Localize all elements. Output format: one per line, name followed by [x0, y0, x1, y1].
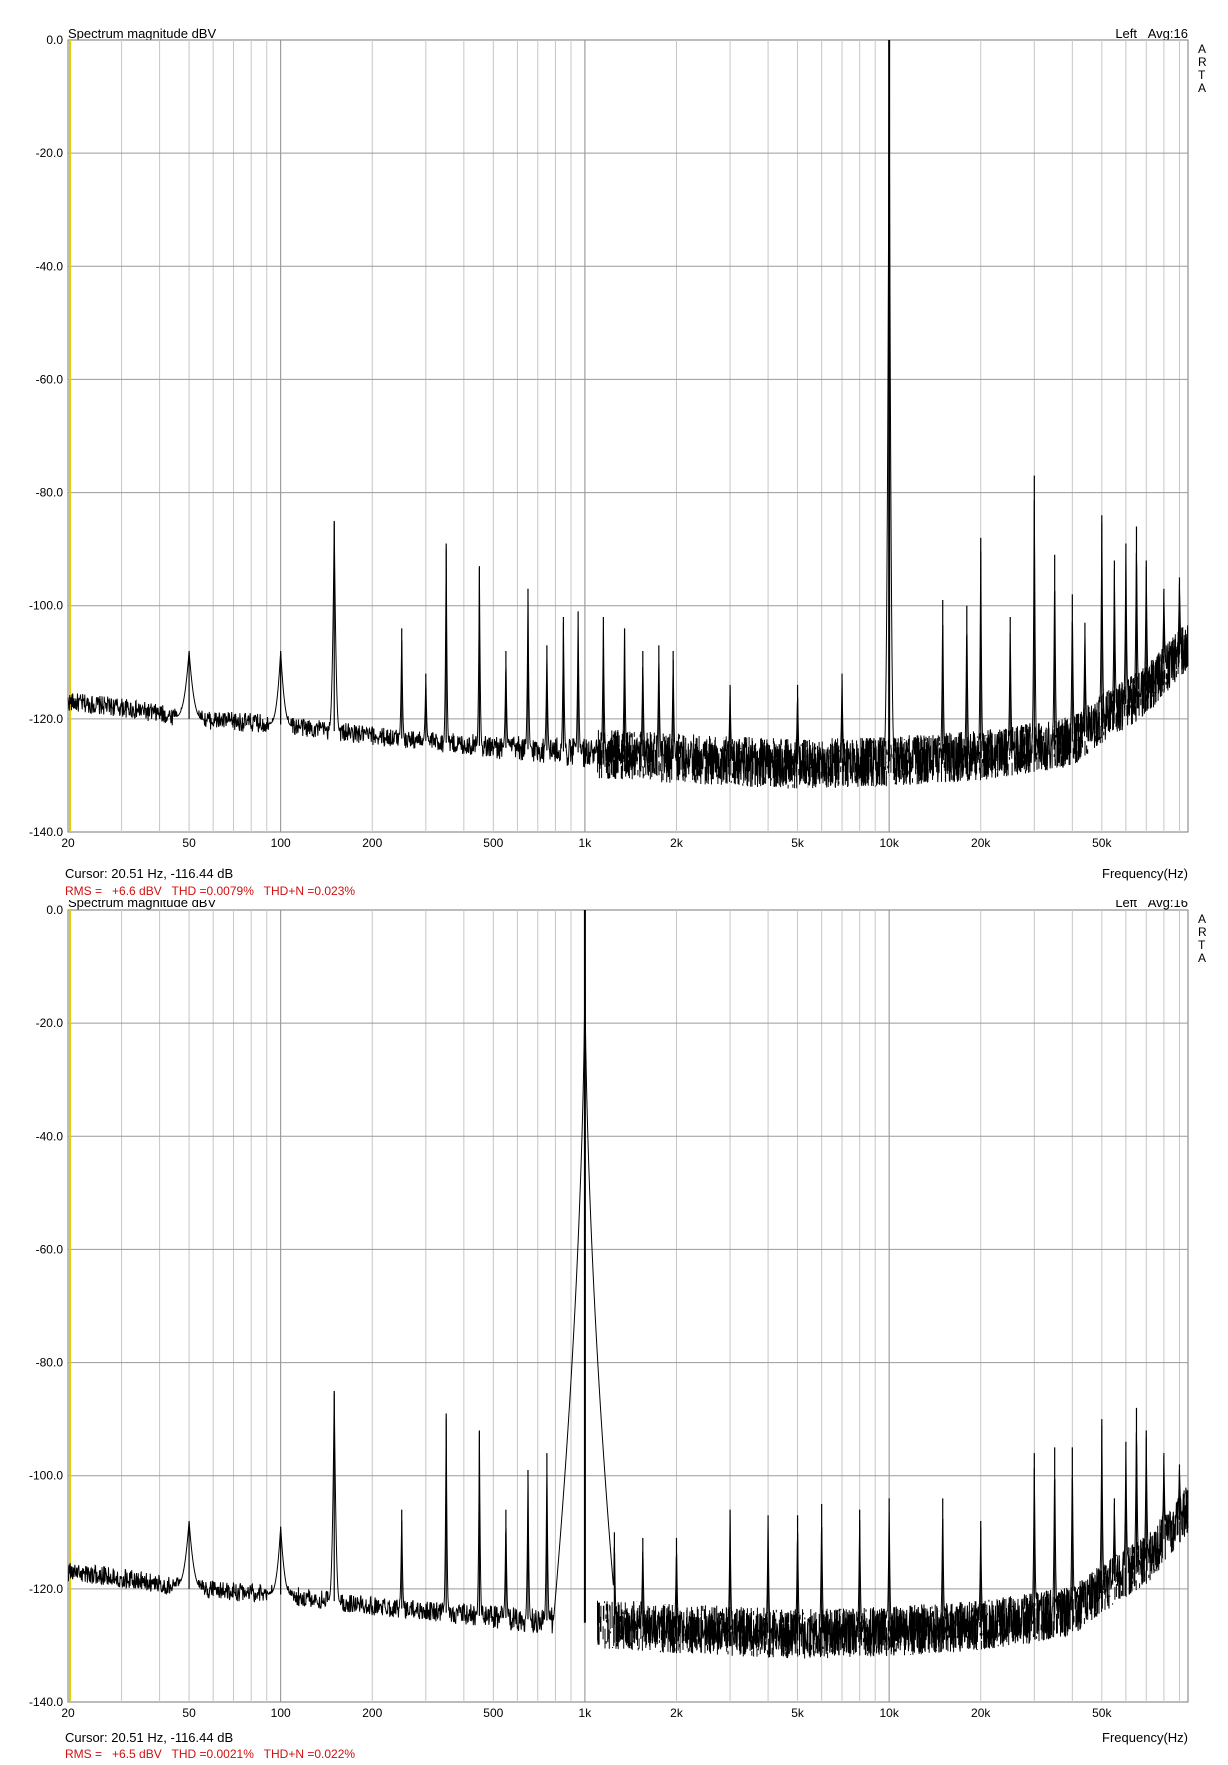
brand-letter: A: [1198, 912, 1206, 926]
noise-floor: [597, 627, 1187, 789]
x-axis-ticks: 20 50 100 200 500 1k 2k 5k 10k 20k 50k: [61, 836, 1112, 850]
channel-label: Left: [1115, 26, 1137, 41]
x-tick-label: 100: [271, 836, 291, 850]
brand-letter: A: [1198, 951, 1206, 965]
x-tick-label: 50: [182, 836, 196, 850]
y-tick-label: -80.0: [36, 1356, 64, 1370]
y-axis-ticks: 0.0 -20.0 -40.0 -60.0 -80.0 -100.0 -120.0 -140.…: [29, 903, 63, 1709]
y-tick-label: -60.0: [36, 1242, 64, 1256]
x-tick-label: 5k: [791, 836, 805, 850]
x-tick-label: 200: [362, 836, 382, 850]
x-tick-label: 50k: [1092, 836, 1112, 850]
x-tick-label: 2k: [670, 1706, 684, 1720]
cursor-readout: Cursor: 20.51 Hz, -116.44 dB: [65, 866, 233, 881]
x-tick-label: 500: [483, 836, 503, 850]
plot-frame: [67, 39, 1189, 833]
y-tick-label: -80.0: [36, 486, 64, 500]
x-axis-ticks: 20 50 100 200 500 1k 2k 5k 10k 20k 50k: [61, 1706, 1112, 1720]
y-tick-label: -20.0: [36, 1016, 64, 1030]
cursor-readout: Cursor: 20.51 Hz, -116.44 dB: [65, 1730, 233, 1745]
x-tick-label: 200: [362, 1706, 382, 1720]
y-tick-label: -100.0: [29, 1469, 63, 1483]
y-tick-label: -100.0: [29, 599, 63, 613]
noise-floor: [597, 1487, 1189, 1659]
y-tick-label: -60.0: [36, 372, 64, 386]
plot-frame: [67, 909, 1189, 1703]
x-tick-label: 20k: [971, 836, 991, 850]
x-tick-label: 10k: [879, 1706, 899, 1720]
y-tick-label: 0.0: [46, 903, 63, 917]
spectrum-chart-bottom: Spectrum magnitude dBV Left Avg:16 ARTA …: [29, 900, 1207, 1745]
stats-strip-bottom: RMS = +6.5 dBV THD =0.0021% THD+N =0.022…: [65, 1747, 355, 1761]
plot-area: [67, 39, 1189, 833]
stats-strip-top: RMS = +6.6 dBV THD =0.0079% THD+N =0.023…: [65, 884, 355, 898]
x-tick-label: 20: [61, 1706, 75, 1720]
chart-title: Spectrum magnitude dBV: [68, 900, 216, 910]
averaging-label: Avg:16: [1148, 26, 1188, 41]
x-tick-label: 1k: [579, 1706, 593, 1720]
x-tick-label: 1k: [579, 836, 593, 850]
x-tick-label: 20k: [971, 1706, 991, 1720]
x-tick-label: 5k: [791, 1706, 805, 1720]
brand-letter: A: [1198, 81, 1206, 95]
x-tick-label: 2k: [670, 836, 684, 850]
x-tick-label: 100: [271, 1706, 291, 1720]
y-tick-label: 0.0: [46, 33, 63, 47]
x-tick-label: 20: [61, 836, 75, 850]
chart-title: Spectrum magnitude dBV: [68, 26, 216, 41]
brand-letter: T: [1198, 938, 1206, 952]
brand-letter: R: [1198, 925, 1207, 939]
brand-letter: R: [1198, 55, 1207, 69]
stats-readout: RMS = +6.6 dBV THD =0.0079% THD+N =0.023…: [65, 884, 355, 898]
spectrum-chart-top: Spectrum magnitude dBV Left Avg:16 ARTA …: [29, 26, 1207, 881]
x-tick-label: 50k: [1092, 1706, 1112, 1720]
channel-label: Left: [1115, 900, 1137, 910]
averaging-label: Avg:16: [1148, 900, 1188, 910]
y-tick-label: -140.0: [29, 1695, 63, 1709]
x-tick-label: 50: [182, 1706, 196, 1720]
y-tick-label: -120.0: [29, 712, 63, 726]
y-tick-label: -120.0: [29, 1582, 63, 1596]
y-axis-ticks: 0.0 -20.0 -40.0 -60.0 -80.0 -100.0 -120.0 -140.…: [29, 33, 63, 839]
x-tick-label: 10k: [879, 836, 899, 850]
y-tick-label: -140.0: [29, 825, 63, 839]
x-axis-label: Frequency(Hz): [1102, 1730, 1188, 1745]
stats-readout: RMS = +6.5 dBV THD =0.0021% THD+N =0.022…: [65, 1747, 355, 1761]
plot-area: [67, 909, 1189, 1703]
brand-letter: T: [1198, 68, 1206, 82]
y-tick-label: -20.0: [36, 146, 64, 160]
y-tick-label: -40.0: [36, 1129, 64, 1143]
x-tick-label: 500: [483, 1706, 503, 1720]
y-tick-label: -40.0: [36, 259, 64, 273]
brand-letter: A: [1198, 42, 1206, 56]
x-axis-label: Frequency(Hz): [1102, 866, 1188, 881]
